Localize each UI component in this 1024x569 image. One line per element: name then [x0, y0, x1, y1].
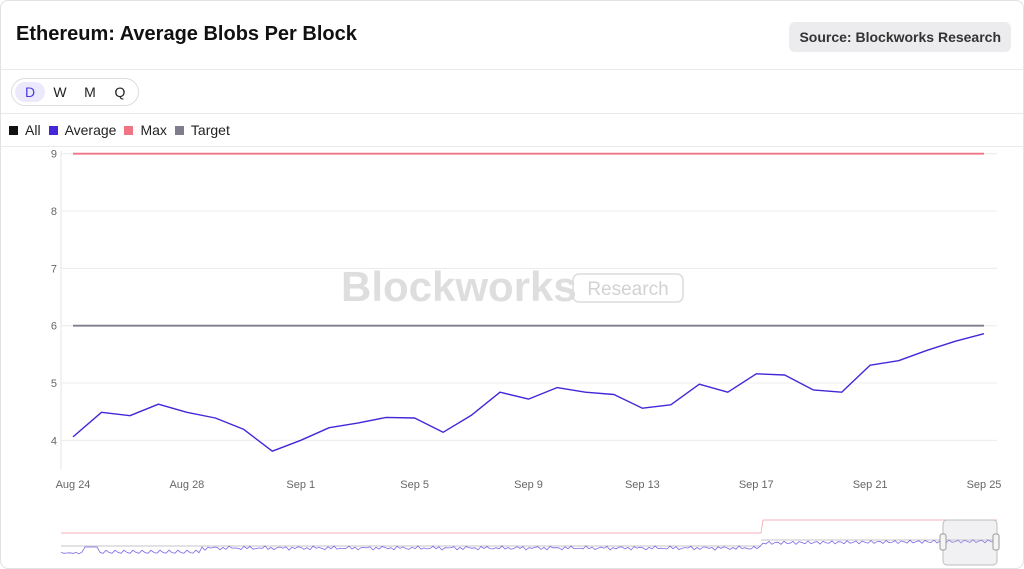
navigator-handle-right: [992, 533, 1000, 551]
y-tick-label-9: 9: [51, 149, 57, 161]
chart-header: Ethereum: Average Blobs Per Block Source…: [1, 1, 1023, 70]
timeframe-row: D W M Q: [1, 70, 1023, 114]
x-tick-label: Sep 25: [967, 479, 1002, 491]
legend-row: All Average Max Target: [1, 114, 1023, 147]
legend-label-target: Target: [190, 122, 230, 138]
series-lines: [72, 152, 985, 452]
x-tick-label: Sep 21: [853, 479, 888, 491]
timeframe-day-button[interactable]: D: [15, 82, 45, 102]
legend-item-target[interactable]: Target: [174, 122, 230, 138]
timeframe-selector: D W M Q: [11, 78, 139, 106]
legend-swatch-average: [48, 125, 58, 135]
series-line-average: [72, 333, 985, 452]
y-tick-label-7: 7: [51, 263, 57, 275]
timeframe-quarter-button[interactable]: Q: [114, 84, 126, 100]
navigator-max-step: [760, 519, 764, 534]
y-axis-ticks: 4 5 6 7 8 9: [51, 149, 57, 448]
legend-swatch-target: [174, 125, 184, 135]
legend-item-max[interactable]: Max: [124, 122, 167, 138]
y-tick-label-6: 6: [51, 321, 57, 333]
timeframe-week-button[interactable]: W: [53, 84, 67, 100]
range-navigator[interactable]: [60, 519, 1000, 566]
x-tick-label: Aug 24: [56, 479, 91, 491]
legend-label-max: Max: [140, 122, 167, 138]
x-tick-label: Sep 13: [625, 479, 660, 491]
watermark-badge: [572, 273, 684, 303]
watermark-brand: Blockworks: [341, 263, 577, 310]
chart-title: Ethereum: Average Blobs Per Block: [16, 23, 357, 45]
y-tick-label-5: 5: [51, 378, 57, 390]
source-badge[interactable]: Source: Blockworks Research: [789, 22, 1011, 52]
watermark-sub: Research: [587, 279, 668, 300]
x-tick-label: Sep 17: [739, 479, 774, 491]
timeframe-month-button[interactable]: M: [84, 84, 96, 100]
watermark: Blockworks Research: [341, 263, 684, 310]
navigator-average-line: [60, 539, 998, 555]
legend-swatch-all: [9, 125, 18, 135]
legend-item-average[interactable]: Average: [48, 122, 117, 138]
legend-label-average: Average: [64, 122, 117, 138]
x-tick-label: Sep 9: [514, 479, 543, 491]
x-tick-label: Sep 5: [400, 479, 429, 491]
y-tick-label-4: 4: [51, 435, 57, 447]
y-tick-label-8: 8: [51, 206, 57, 218]
legend-label-all: All: [25, 122, 41, 138]
navigator-handle-left: [939, 533, 947, 551]
x-tick-label: Aug 28: [169, 479, 204, 491]
x-axis-ticks: Aug 24 Aug 28 Sep 1 Sep 5 Sep 9 Sep 13 Sep 17 S…: [56, 479, 1002, 491]
chart-legend: All Average Max Target: [9, 122, 238, 138]
legend-swatch-max: [124, 125, 134, 135]
grid-lines: [60, 151, 997, 469]
legend-item-all[interactable]: All: [9, 122, 41, 138]
navigator-selection-window: [942, 519, 998, 566]
x-tick-label: Sep 1: [286, 479, 315, 491]
